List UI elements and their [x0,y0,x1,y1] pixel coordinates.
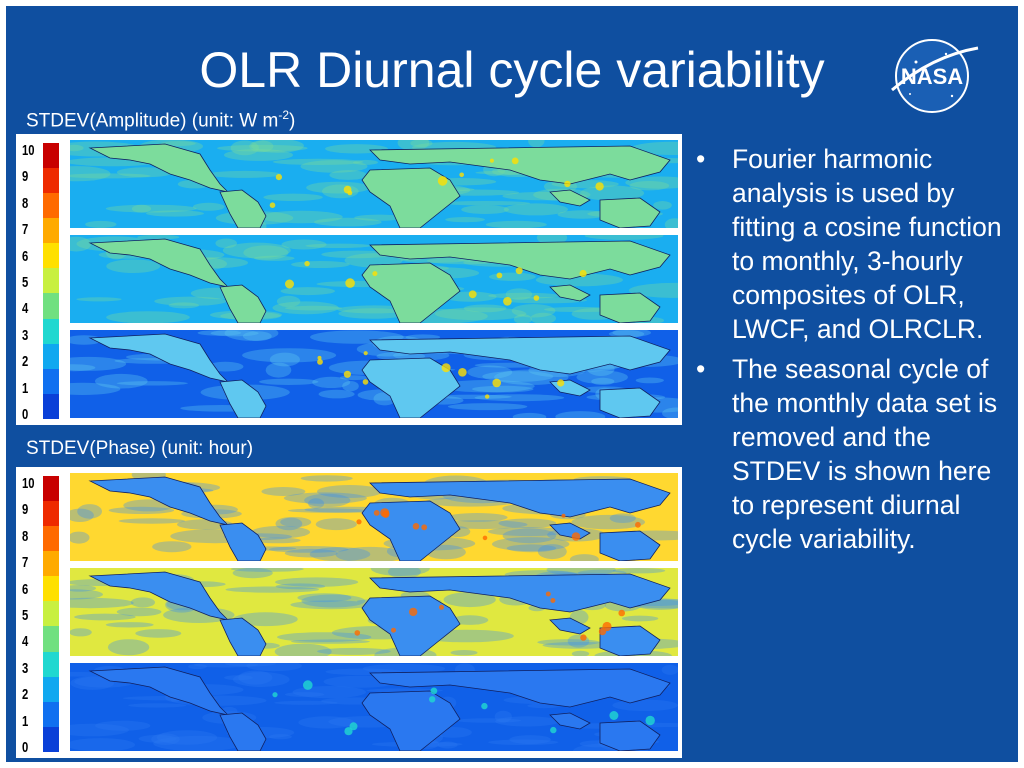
slide-title: OLR Diurnal cycle variability [199,42,825,98]
colorbar-swatch [43,243,59,269]
colorbar-swatch [43,651,59,677]
colorbar-swatch [43,293,59,319]
amplitude-caption: STDEV(Amplitude) (unit: W m-2) [26,104,295,132]
colorbar-tick-label: 10 [22,475,35,492]
colorbar-swatch [43,268,59,294]
colorbar-tick-label: 6 [22,247,29,265]
colorbar-tick-label: 4 [22,300,29,318]
bullet-list: • Fourier harmonic analysis is used by fi… [688,142,1014,562]
colorbar-swatch [43,576,59,602]
colorbar-swatch [43,393,59,419]
colorbar-swatch [43,526,59,552]
amplitude-map-olr [70,140,678,228]
phase-map-lwcf [70,568,678,656]
phase-figure: 10 9 8 7 6 5 4 3 2 1 0 [16,467,682,758]
colorbar-tick-label: 5 [22,607,29,624]
bullet-item: • The seasonal cycle of the monthly data … [688,352,1014,556]
colorbar-swatch [43,676,59,702]
slide: OLR Diurnal cycle variability NASA STDEV… [6,6,1018,762]
amplitude-figure: 10 9 8 7 6 5 4 3 2 1 0 [16,134,682,425]
colorbar-swatch [43,626,59,652]
colorbar-tick-label: 1 [22,379,29,397]
colorbar-tick-label: 7 [22,554,29,572]
colorbar-tick-label: 8 [22,194,29,212]
amplitude-map-lwcf [70,235,678,323]
colorbar-swatch [43,368,59,394]
colorbar-tick-label: 4 [22,633,29,651]
amplitude-caption-text: STDEV(Amplitude) (unit: W m [26,110,279,132]
phase-map-olrclr [70,663,678,751]
logo-text: NASA [901,64,963,89]
colorbar-swatch [43,701,59,727]
amplitude-caption-exponent: -2 [278,108,289,122]
colorbar-tick-label: 10 [22,142,35,159]
bullet-dot-icon: • [696,354,706,384]
colorbar-swatch [43,601,59,627]
colorbar-swatch [43,476,59,502]
colorbar-tick-label: 5 [22,274,29,291]
colorbar-tick-label: 9 [22,501,29,519]
phase-caption: STDEV(Phase) (unit: hour) [26,438,254,459]
bullet-dot-icon: • [696,144,706,174]
colorbar-tick-label: 7 [22,221,29,239]
bullet-text: Fourier harmonic analysis is used by fit… [732,144,1002,344]
colorbar-swatch [43,501,59,527]
colorbar-swatch [43,168,59,194]
bullet-item: • Fourier harmonic analysis is used by fi… [688,142,1014,346]
colorbar-tick-label: 2 [22,353,29,371]
colorbar-tick-label: 1 [22,712,29,730]
colorbar-swatch [43,318,59,344]
colorbar-swatch [43,551,59,577]
colorbar-tick-label: 3 [22,326,29,344]
phase-map-olr [70,473,678,561]
bullet-text: The seasonal cycle of the monthly data s… [732,354,998,554]
colorbar-tick-label: 0 [22,739,29,756]
colorbar-tick-label: 6 [22,580,29,598]
colorbar-swatch [43,143,59,169]
colorbar-tick-label: 9 [22,168,29,186]
colorbar-swatch [43,193,59,219]
amplitude-colorbar: 10 9 8 7 6 5 4 3 2 1 0 [20,141,60,423]
colorbar-swatch [43,726,59,752]
colorbar-tick-label: 3 [22,659,29,677]
colorbar-tick-label: 8 [22,527,29,545]
nasa-logo-icon: NASA [891,39,979,113]
phase-colorbar: 10 9 8 7 6 5 4 3 2 1 0 [20,474,60,756]
amplitude-map-olrclr [70,330,678,418]
colorbar-swatch [43,343,59,369]
colorbar-tick-label: 2 [22,686,29,704]
colorbar-swatch [43,218,59,244]
amplitude-caption-close: ) [289,110,296,132]
colorbar-tick-label: 0 [22,406,29,423]
